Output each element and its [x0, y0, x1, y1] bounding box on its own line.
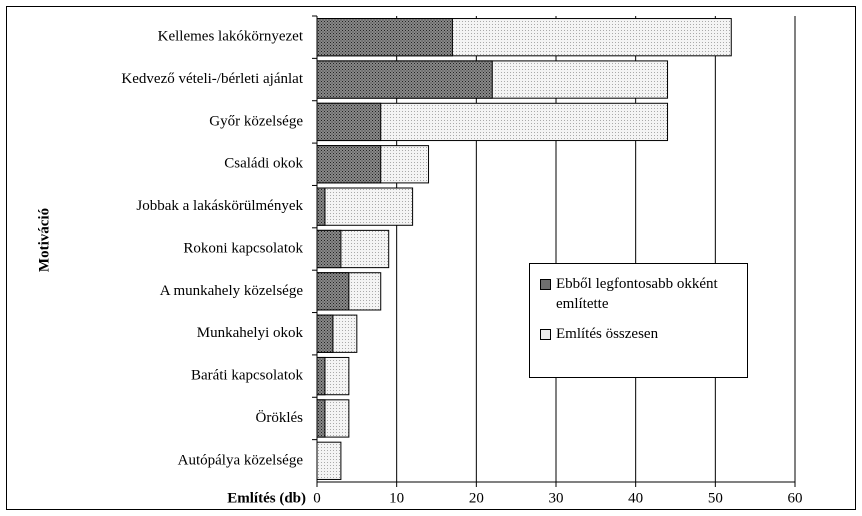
bar: [316, 102, 382, 142]
legend-item: Említés összesen: [540, 324, 739, 344]
bar: [316, 145, 382, 184]
bar: [316, 18, 453, 57]
legend-swatch: [540, 279, 551, 290]
y-tick-label: Munkahelyi okok: [197, 325, 304, 341]
x-tick-label: 10: [389, 490, 404, 506]
y-tick-label: Autópálya közelsége: [178, 452, 304, 468]
frame: [6, 6, 856, 510]
bar: [316, 187, 414, 226]
legend-label: Ebből legfontosabb okként említette: [556, 276, 718, 312]
y-tick-label: Baráti kapcsolatok: [191, 368, 304, 384]
legend: Ebből legfontosabb okként említette Említ…: [529, 263, 748, 378]
bar: [316, 272, 350, 311]
y-tick-label: Családi okok: [224, 156, 303, 172]
y-tick-label: Kedvező vételi-/bérleti ajánlat: [121, 71, 303, 87]
x-tick-label: 50: [708, 490, 723, 506]
y-tick-label: Győr közelsége: [209, 113, 303, 129]
y-tick-label: A munkahely közelsége: [160, 283, 304, 299]
y-tick-label: Kellemes lakókörnyezet: [158, 29, 304, 45]
y-axis-title: Motiváció: [36, 208, 52, 272]
bar: [316, 314, 334, 353]
y-tick-label: Jobbak a lakáskörülmények: [136, 198, 303, 214]
legend-label: Említés összesen: [556, 326, 659, 342]
x-axis-title: Említés (db): [227, 490, 306, 506]
bar: [316, 399, 326, 438]
bar: [316, 60, 493, 99]
legend-swatch: [540, 329, 551, 340]
x-tick-label: 40: [628, 490, 643, 506]
bar: [316, 441, 342, 480]
x-tick-label: 30: [549, 490, 564, 506]
y-tick-label: Rokoni kapcsolatok: [183, 240, 303, 256]
y-tick-label: Öröklés: [256, 409, 304, 426]
x-tick-label: 20: [469, 490, 484, 506]
legend-item: Ebből legfontosabb okként említette: [540, 274, 739, 314]
x-tick-label: 0: [313, 490, 321, 506]
bar: [316, 356, 326, 396]
bar: [316, 187, 326, 226]
x-tick-label: 60: [788, 490, 803, 506]
bar: [316, 229, 342, 269]
